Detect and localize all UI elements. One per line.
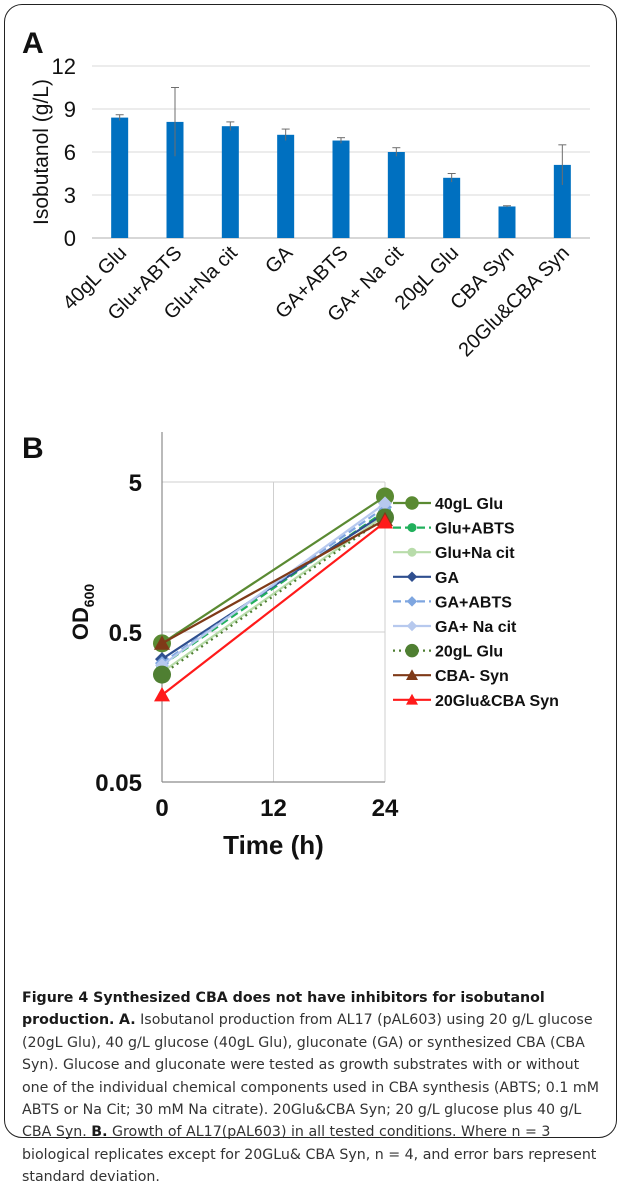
data-point	[407, 523, 417, 533]
data-point	[406, 669, 418, 680]
x-axis-label: Time (h)	[223, 830, 324, 860]
data-point	[406, 620, 418, 632]
y-tick-label: 3	[64, 183, 76, 208]
y-axis-label: OD600	[68, 584, 97, 641]
bar	[553, 164, 571, 238]
bar	[332, 140, 350, 238]
legend-label: GA	[435, 570, 459, 587]
series-line	[161, 495, 386, 645]
data-point	[378, 496, 392, 511]
y-tick-label: 5	[129, 470, 142, 497]
panel-b-label: B	[22, 432, 44, 465]
y-tick-label: 0	[64, 226, 76, 251]
caption-b-label: B.	[91, 1124, 108, 1141]
data-point	[406, 693, 418, 705]
bar	[498, 206, 516, 238]
y-tick-label: 9	[64, 97, 76, 122]
bar	[277, 134, 295, 238]
x-tick-label: 0	[155, 795, 168, 822]
legend-label: 20gL Glu	[435, 644, 503, 661]
data-point	[405, 496, 419, 510]
x-tick-label: 12	[260, 795, 287, 822]
data-point	[406, 596, 418, 607]
legend-label: Glu+ABTS	[435, 521, 515, 538]
series-line	[161, 521, 386, 696]
series-line	[161, 510, 386, 667]
bar	[387, 152, 405, 238]
data-point	[153, 665, 171, 684]
caption-a-label: A.	[118, 1012, 136, 1029]
data-point	[405, 643, 419, 658]
data-point	[406, 571, 418, 583]
y-tick-label: 0.5	[109, 620, 142, 647]
bar	[221, 126, 239, 238]
bar	[443, 177, 461, 238]
figure-caption: Figure 4 Synthesized CBA does not have i…	[22, 987, 607, 1189]
data-point	[377, 514, 393, 529]
line-chart-growth: 0.05 0.5 5 0 12 24 Time (h) OD600 40gL Glu Glu+AB…	[68, 432, 559, 860]
y-tick-label: 6	[64, 140, 76, 165]
data-point	[154, 635, 170, 650]
bar	[166, 121, 184, 238]
legend-label: 20Glu&CBA Syn	[435, 693, 559, 710]
y-tick-label: 12	[52, 54, 76, 79]
x-tick-label: GA	[261, 242, 297, 278]
caption-b-text: Growth of AL17(pAL603) in all tested con…	[22, 1124, 597, 1186]
legend-label: GA+ABTS	[435, 594, 512, 611]
data-point	[154, 687, 170, 702]
legend-label: 40gL Glu	[435, 496, 503, 513]
series-line	[161, 502, 386, 667]
x-tick-label: 24	[372, 795, 399, 822]
legend-label: Glu+Na cit	[435, 545, 515, 562]
figure-border	[4, 4, 617, 1138]
panel-a-label: A	[22, 27, 44, 60]
y-tick-label: 0.05	[95, 770, 142, 797]
legend-label: CBA- Syn	[435, 668, 509, 685]
series-line	[161, 518, 386, 645]
caption-title: Figure 4 Synthesized CBA does not have i…	[22, 990, 545, 1029]
bar	[111, 117, 129, 238]
y-axis-label-subscript: 600	[81, 584, 97, 608]
data-point	[407, 547, 417, 557]
caption-a-text: Isobutanol production from AL17 (pAL603)…	[22, 1012, 599, 1141]
legend-label: GA+ Na cit	[435, 619, 517, 636]
y-axis-label: Isobutanol (g/L)	[30, 79, 53, 225]
